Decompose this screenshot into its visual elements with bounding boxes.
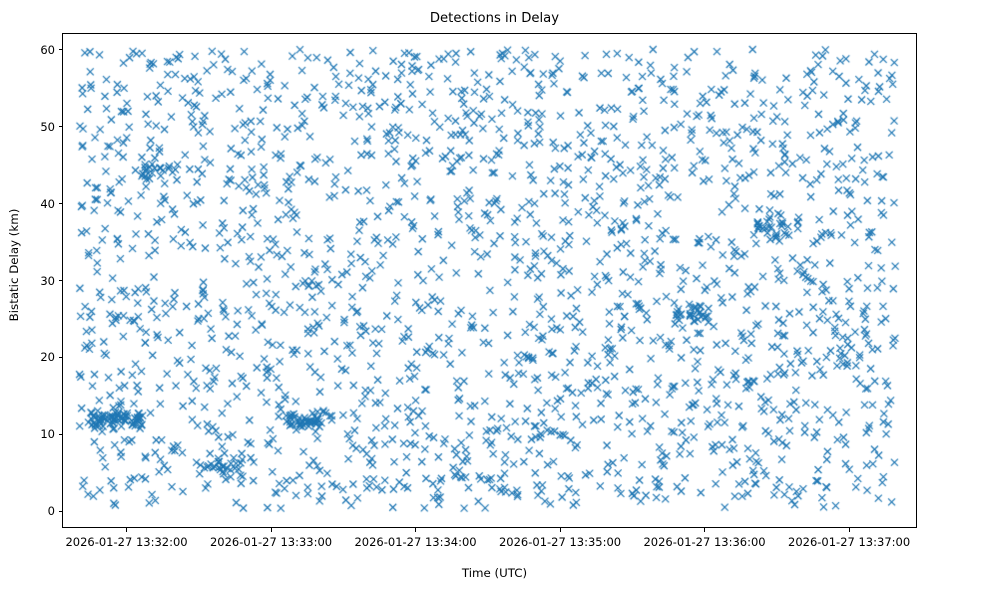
y-axis-label: Bistatic Delay (km) (7, 208, 21, 322)
y-tick-label: 0 (47, 504, 55, 519)
x-tick-mark (848, 528, 850, 532)
x-tick-label: 2026-01-27 13:37:00 (788, 535, 911, 549)
x-tick-label: 2026-01-27 13:36:00 (643, 535, 766, 549)
x-tick-label: 2026-01-27 13:35:00 (498, 535, 622, 549)
y-tick-label: 10 (40, 427, 55, 442)
y-tick-label: 50 (40, 119, 55, 134)
y-tick-label: 60 (40, 42, 55, 57)
plot-axes (62, 33, 917, 528)
x-axis-label: Time (UTC) (461, 566, 528, 580)
chart-title: Detections in Delay (429, 11, 560, 26)
x-tick-mark (704, 528, 706, 532)
x-tick-mark (415, 528, 417, 532)
x-tick-label: 2026-01-27 13:32:00 (65, 535, 188, 549)
x-tick-mark (270, 528, 272, 532)
x-tick-label: 2026-01-27 13:33:00 (209, 535, 333, 549)
x-tick-label: 2026-01-27 13:34:00 (354, 535, 477, 549)
scatter-plot-area (63, 34, 916, 527)
x-tick-mark (559, 528, 561, 532)
x-tick-mark (126, 528, 128, 532)
